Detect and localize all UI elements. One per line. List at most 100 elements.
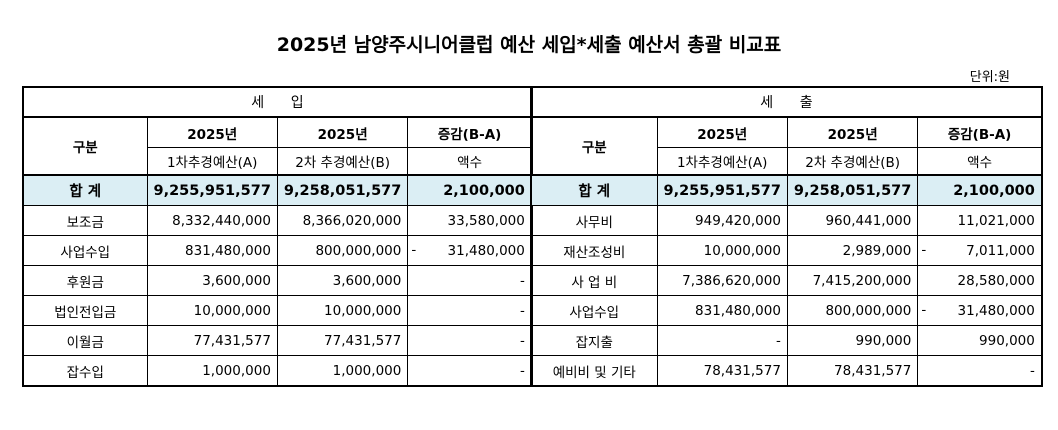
row-b: 7,415,200,000	[786, 265, 919, 296]
table-row: 재산조성비 10,000,000 2,989,000 - 7,011,000	[530, 235, 1043, 266]
income-header-b-sub: 2차 추경예산(B)	[276, 147, 409, 176]
row-b: 990,000	[786, 325, 919, 356]
row-diff-value: -	[519, 362, 525, 379]
expense-header-b-sub: 2차 추경예산(B)	[786, 147, 919, 176]
row-b: 78,431,577	[786, 355, 919, 387]
row-a: 77,431,577	[146, 325, 278, 356]
row-b: 3,600,000	[276, 265, 409, 296]
row-diff-value: -	[1029, 362, 1035, 379]
row-a: 8,332,440,000	[146, 205, 278, 236]
row-label: 사업수입	[22, 235, 148, 266]
row-b: 8,366,020,000	[276, 205, 409, 236]
row-b: 800,000,000	[276, 235, 409, 266]
table-row: 예비비 및 기타 78,431,577 78,431,577 -	[530, 355, 1043, 387]
row-a: 7,386,620,000	[656, 265, 788, 296]
expense-header-category: 구분	[530, 116, 658, 176]
row-diff-value: -	[519, 302, 525, 319]
row-a: 3,600,000	[146, 265, 278, 296]
minus-sign: -	[411, 242, 417, 258]
row-b: 1,000,000	[276, 355, 409, 387]
row-diff-value: -	[519, 332, 525, 349]
row-b: 10,000,000	[276, 295, 409, 326]
table-row: 사업수입 831,480,000 800,000,000 - 31,480,000	[530, 295, 1043, 326]
row-diff-value: 31,480,000	[957, 302, 1035, 319]
row-diff-value: 990,000	[979, 332, 1035, 349]
table-row: 잡지출 - 990,000 990,000	[530, 325, 1043, 356]
unit-label: 단위:원	[969, 70, 1010, 85]
row-label: 이월금	[22, 325, 148, 356]
row-b: 77,431,577	[276, 325, 409, 356]
row-diff: 33,580,000	[407, 205, 533, 236]
expense-total-row: 합 계 9,255,951,577 9,258,051,577 2,100,00…	[530, 174, 1043, 206]
expense-total-b: 9,258,051,577	[786, 174, 919, 206]
table-row: 사무비 949,420,000 960,441,000 11,021,000	[530, 205, 1043, 236]
expense-total-diff: 2,100,000	[917, 174, 1043, 206]
row-label: 후원금	[22, 265, 148, 296]
income-header-diff: 증감(B-A)	[407, 116, 533, 148]
row-diff: - 31,480,000	[917, 295, 1043, 326]
row-diff-value: 28,580,000	[957, 272, 1035, 289]
row-label: 사 업 비	[530, 265, 658, 296]
table-row: 사 업 비 7,386,620,000 7,415,200,000 28,580…	[530, 265, 1043, 296]
income-header-a-year: 2025년	[146, 116, 278, 148]
expense-header-a-year: 2025년	[656, 116, 788, 148]
row-b: 960,441,000	[786, 205, 919, 236]
page-title: 2025년 남양주시니어클럽 예산 세입*세출 예산서 총괄 비교표	[276, 34, 782, 56]
table-row: 보조금 8,332,440,000 8,366,020,000 33,580,0…	[22, 205, 533, 236]
row-diff: - 7,011,000	[917, 235, 1043, 266]
row-a: 78,431,577	[656, 355, 788, 387]
minus-sign: -	[921, 302, 927, 318]
income-header-diff-sub: 액수	[407, 147, 533, 176]
table-row: 이월금 77,431,577 77,431,577 -	[22, 325, 533, 356]
row-b: 800,000,000	[786, 295, 919, 326]
expense-section-header: 세 출	[530, 86, 1043, 118]
table-row: 잡수입 1,000,000 1,000,000 -	[22, 355, 533, 387]
row-label: 법인전입금	[22, 295, 148, 326]
income-header-category: 구분	[22, 116, 148, 176]
row-label: 재산조성비	[530, 235, 658, 266]
income-total-label: 합 계	[22, 174, 148, 206]
row-diff-value: 7,011,000	[966, 242, 1035, 259]
expense-header-diff: 증감(B-A)	[917, 116, 1043, 148]
row-diff: -	[917, 355, 1043, 387]
income-total-a: 9,255,951,577	[146, 174, 278, 206]
table-row: 사업수입 831,480,000 800,000,000 - 31,480,000	[22, 235, 533, 266]
row-label: 보조금	[22, 205, 148, 236]
table-row: 법인전입금 10,000,000 10,000,000 -	[22, 295, 533, 326]
row-diff: 11,021,000	[917, 205, 1043, 236]
expense-total-a: 9,255,951,577	[656, 174, 788, 206]
row-a: 10,000,000	[656, 235, 788, 266]
income-total-b: 9,258,051,577	[276, 174, 409, 206]
expense-total-label: 합 계	[530, 174, 658, 206]
row-a: 831,480,000	[146, 235, 278, 266]
row-diff-value: 11,021,000	[957, 212, 1035, 229]
income-total-diff: 2,100,000	[407, 174, 533, 206]
income-header-b-year: 2025년	[276, 116, 409, 148]
row-diff-value: -	[519, 272, 525, 289]
row-a: 10,000,000	[146, 295, 278, 326]
row-diff-value: 31,480,000	[447, 242, 525, 259]
income-header-a-sub: 1차추경예산(A)	[146, 147, 278, 176]
row-diff: -	[407, 295, 533, 326]
row-label: 잡수입	[22, 355, 148, 387]
row-diff: - 31,480,000	[407, 235, 533, 266]
income-table: 세 입 구분 2025년 2025년 증감(B-A) 1차추경예산(A) 2차 …	[22, 86, 533, 387]
row-diff: 990,000	[917, 325, 1043, 356]
row-diff: -	[407, 355, 533, 387]
expense-header-diff-sub: 액수	[917, 147, 1043, 176]
row-diff: 28,580,000	[917, 265, 1043, 296]
income-section-header: 세 입	[22, 86, 533, 118]
expense-header-a-sub: 1차추경예산(A)	[656, 147, 788, 176]
row-label: 잡지출	[530, 325, 658, 356]
row-label: 예비비 및 기타	[530, 355, 658, 387]
row-b: 2,989,000	[786, 235, 919, 266]
row-a: -	[656, 325, 788, 356]
row-diff: -	[407, 265, 533, 296]
row-label: 사업수입	[530, 295, 658, 326]
expense-header-b-year: 2025년	[786, 116, 919, 148]
income-total-row: 합 계 9,255,951,577 9,258,051,577 2,100,00…	[22, 174, 533, 206]
row-a: 949,420,000	[656, 205, 788, 236]
expense-table: 세 출 구분 2025년 2025년 증감(B-A) 1차추경예산(A) 2차 …	[530, 86, 1043, 387]
row-diff: -	[407, 325, 533, 356]
row-label: 사무비	[530, 205, 658, 236]
